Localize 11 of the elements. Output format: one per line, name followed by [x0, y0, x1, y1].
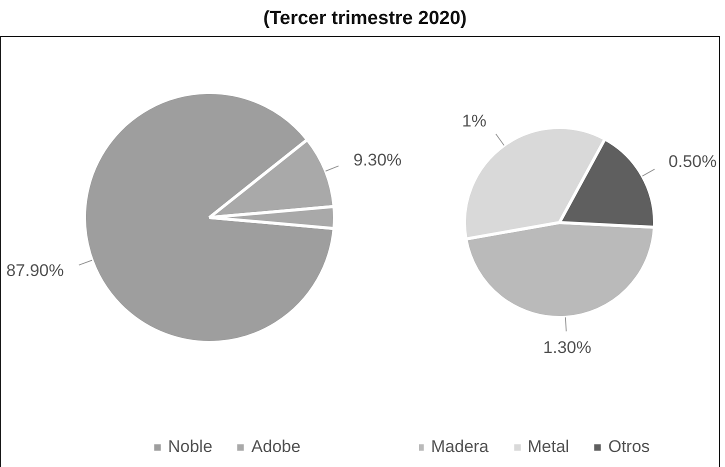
legend-label: Adobe [251, 437, 301, 457]
data-label: 0.50% [668, 152, 717, 171]
legend-label: Noble [168, 437, 212, 457]
data-label: 87.90% [6, 261, 64, 280]
legend-label: Madera [431, 437, 489, 457]
data-label: 1.30% [543, 338, 592, 357]
legend-label: Metal [528, 437, 570, 457]
data-label: 1% [462, 112, 487, 130]
legend-label: Otros [608, 437, 650, 457]
chart-title: (Tercer trimestre 2020) [263, 7, 467, 31]
data-label: 9.30% [353, 150, 402, 170]
